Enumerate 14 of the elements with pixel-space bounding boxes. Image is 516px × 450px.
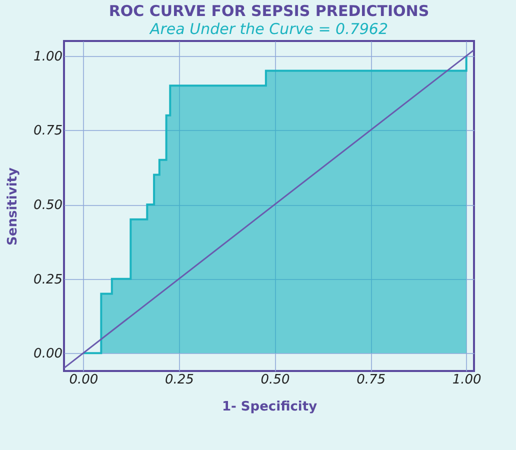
y-axis-title: Sensitivity [6,167,21,246]
x-tick-label: 0.75 [356,372,386,388]
y-tick-label: 0.25 [34,272,62,288]
x-tick-label: 0.25 [164,372,194,388]
y-tick-label: 0.00 [34,346,62,362]
y-tick-label: 0.50 [34,198,62,214]
y-tick-label: 0.75 [34,124,62,139]
chart-subtitle: Area Under the Curve = 0.7962 [148,20,388,38]
y-tick-label: 1.00 [34,49,62,64]
chart-title: ROC CURVE FOR SEPSIS PREDICTIONS [108,2,430,20]
x-axis-title: 1- Specificity [222,400,318,414]
x-tick-label: 1.00 [452,372,482,388]
x-tick-label: 0.00 [69,372,98,388]
x-tick-label: 0.50 [260,372,290,388]
